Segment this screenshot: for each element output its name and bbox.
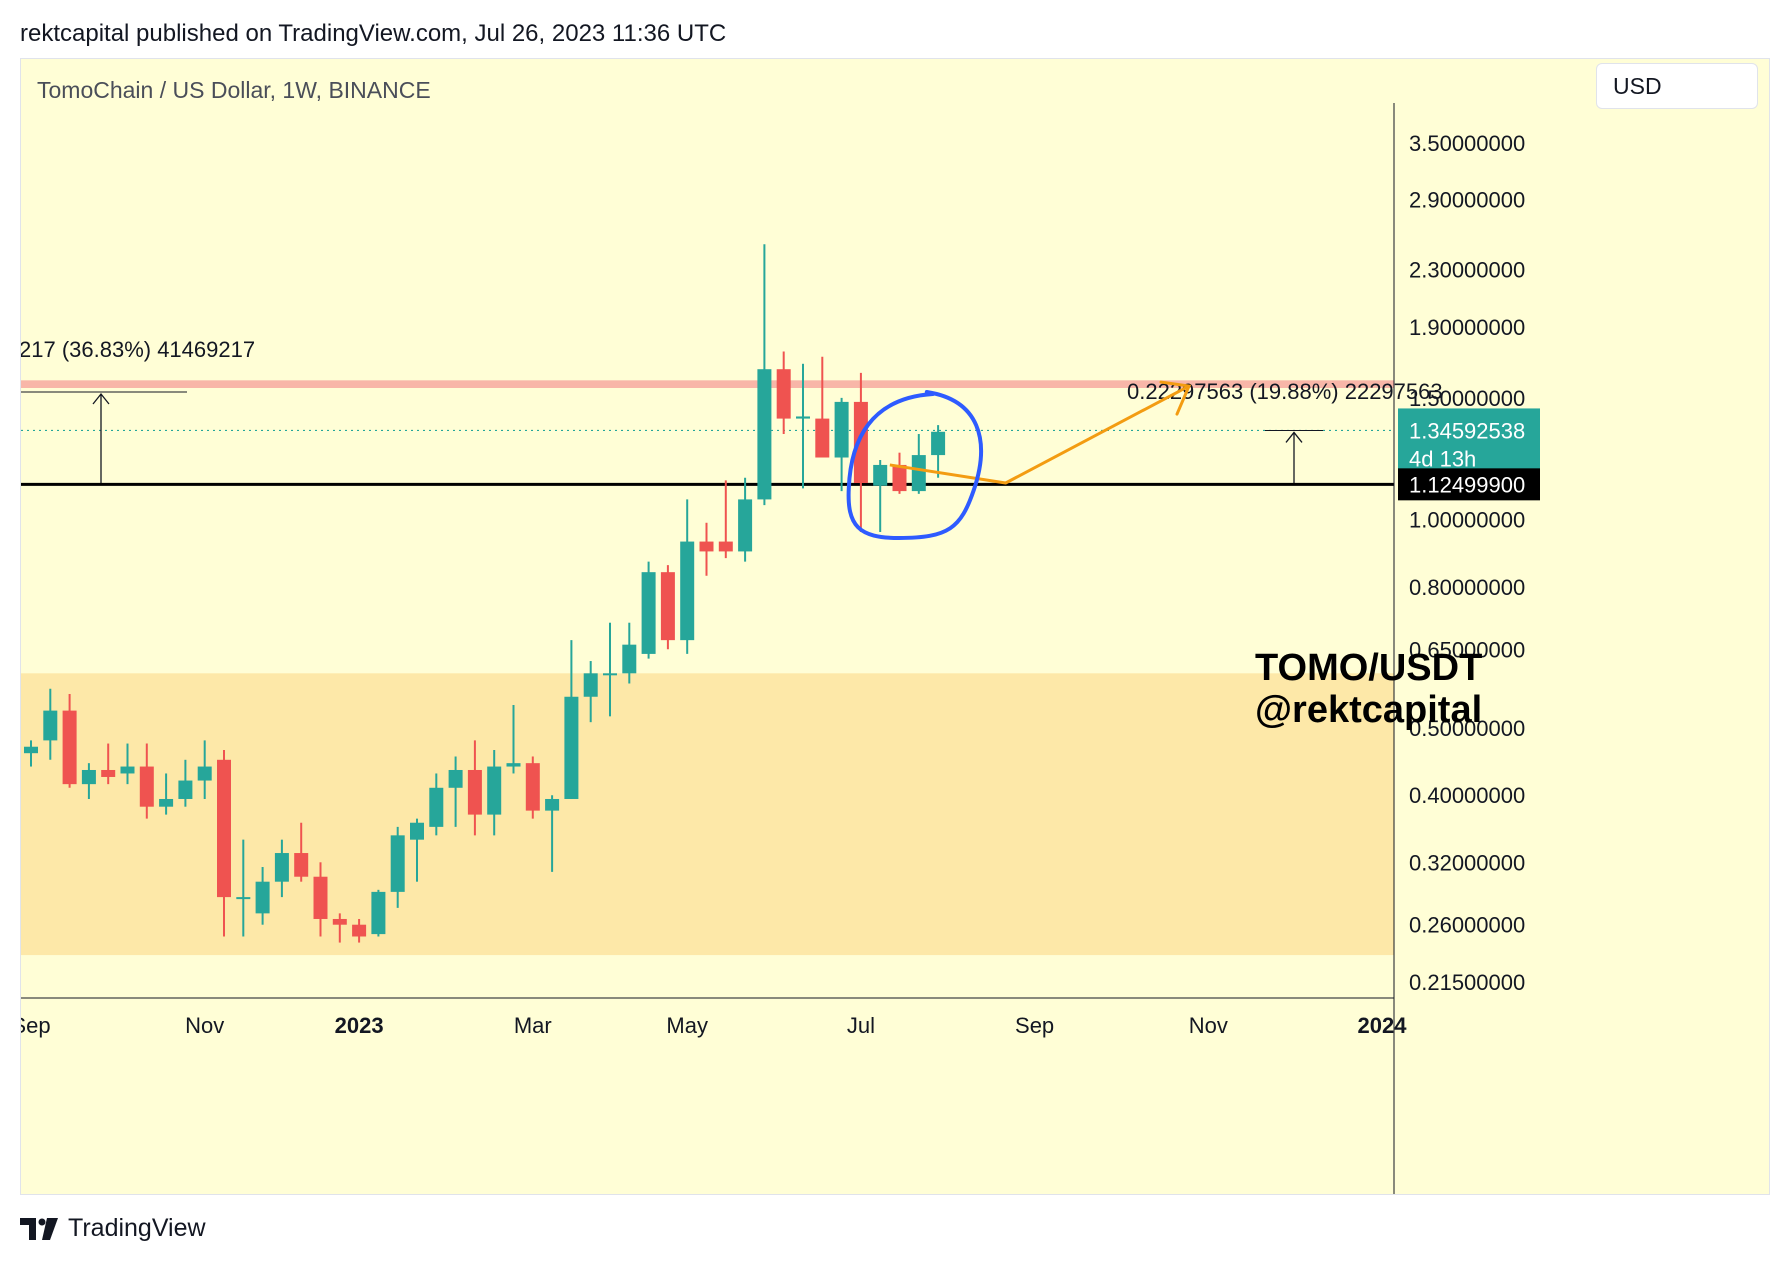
x-tick-label: May: [666, 1013, 708, 1038]
candle-body: [873, 464, 888, 486]
candle-body: [159, 798, 174, 807]
symbol-title: TomoChain / US Dollar, 1W, BINANCE: [37, 77, 431, 103]
left-measure-arrowhead: [92, 392, 110, 405]
highlight-circle: [846, 389, 983, 540]
candle-body: [506, 763, 521, 767]
candle-body: [448, 769, 463, 788]
candle-body: [390, 835, 405, 892]
x-tick-label: Nov: [1189, 1013, 1228, 1038]
candle-body: [776, 369, 791, 419]
candle-body: [853, 401, 868, 484]
candle-body: [255, 881, 270, 914]
demand-zone: [21, 673, 1394, 956]
candle-body: [178, 780, 193, 799]
y-tick-label: 0.40000000: [1409, 783, 1525, 808]
currency-button[interactable]: USD: [1596, 63, 1758, 109]
candle-body: [487, 766, 502, 815]
y-tick-label: 1.50000000: [1409, 386, 1525, 411]
x-tick-label: 2024: [1358, 1013, 1408, 1038]
resistance-band: [21, 380, 1394, 389]
candle-body: [892, 464, 907, 492]
candle-body: [603, 673, 617, 676]
y-tick-label: 1.90000000: [1409, 315, 1525, 340]
candle-body: [24, 746, 38, 754]
projection-arrowhead: [1159, 380, 1192, 416]
y-tick-label: 0.65000000: [1409, 637, 1525, 662]
support-price-badge: [1398, 468, 1540, 501]
candle-body: [796, 416, 810, 419]
candle-body: [352, 924, 367, 937]
candle-body: [410, 822, 424, 840]
footer-brand-label: TradingView: [68, 1214, 206, 1242]
x-tick-label: 2023: [335, 1013, 384, 1038]
y-tick-label: 1.00000000: [1409, 508, 1525, 533]
y-tick-label: 0.32000000: [1409, 850, 1525, 875]
candle-body: [738, 499, 753, 552]
y-tick-label: 2.30000000: [1409, 257, 1525, 282]
chart-frame[interactable]: 217 (36.83%) 41469217 0.22297563 (19.88%)…: [20, 58, 1770, 1195]
candle-body: [911, 455, 926, 492]
watermark-author: @rektcapital: [1255, 689, 1483, 731]
candle-body: [660, 572, 675, 641]
x-tick-label: Sep: [1015, 1013, 1054, 1038]
candle-body: [197, 766, 212, 781]
candle-body: [139, 766, 154, 807]
candle-body: [718, 541, 733, 552]
candle-body: [834, 401, 849, 458]
footer-brand[interactable]: TradingView: [20, 1214, 206, 1243]
candle-body: [641, 572, 656, 654]
candle-body: [429, 787, 444, 827]
candle-body: [101, 769, 116, 777]
y-tick-label: 0.50000000: [1409, 716, 1525, 741]
candle-body: [313, 876, 328, 919]
y-tick-label: 2.90000000: [1409, 188, 1525, 213]
watermark-pair: TOMO/USDT: [1255, 647, 1483, 689]
candle-body: [467, 769, 482, 815]
countdown-label: 4d 13h: [1409, 446, 1476, 471]
projection-path: [889, 384, 1190, 485]
chart-watermark: TOMO/USDT @rektcapital: [1255, 647, 1482, 731]
x-tick-label: Mar: [514, 1013, 552, 1038]
candle-body: [699, 541, 714, 552]
right-measure-arrowhead: [1285, 431, 1303, 443]
candle-body: [815, 418, 830, 458]
candle-body: [583, 673, 598, 697]
y-tick-label: 3.50000000: [1409, 131, 1525, 156]
candle-body: [294, 853, 309, 877]
candle-body: [545, 798, 560, 811]
candle-body: [236, 897, 251, 900]
current-price-badge: [1398, 408, 1540, 477]
candle-body: [217, 759, 231, 898]
candle-body: [62, 710, 77, 785]
candle-body: [931, 431, 946, 456]
current-price-label: 1.34592538: [1409, 418, 1525, 443]
tradingview-logo-icon: [20, 1217, 58, 1240]
candle-body: [371, 891, 386, 935]
candle-body: [757, 369, 772, 500]
publish-header: rektcapital published on TradingView.com…: [20, 20, 727, 47]
candle-body: [564, 696, 579, 799]
y-tick-label: 0.26000000: [1409, 913, 1525, 938]
candle-body: [43, 710, 58, 741]
left-measure-label: 217 (36.83%) 41469217: [21, 337, 255, 362]
candle-body: [332, 918, 347, 925]
candle-body: [680, 541, 695, 641]
candle-body: [120, 766, 135, 774]
y-tick-label: 0.80000000: [1409, 575, 1525, 600]
x-tick-label: Jul: [847, 1013, 875, 1038]
candle-body: [274, 853, 289, 882]
candle-body: [525, 763, 540, 811]
y-tick-label: 0.21500000: [1409, 970, 1525, 995]
candle-body: [81, 769, 96, 785]
candle-body: [622, 644, 637, 674]
x-tick-label: Nov: [185, 1013, 224, 1038]
x-tick-label: Sep: [21, 1013, 51, 1038]
support-price-label: 1.12499900: [1409, 472, 1525, 497]
